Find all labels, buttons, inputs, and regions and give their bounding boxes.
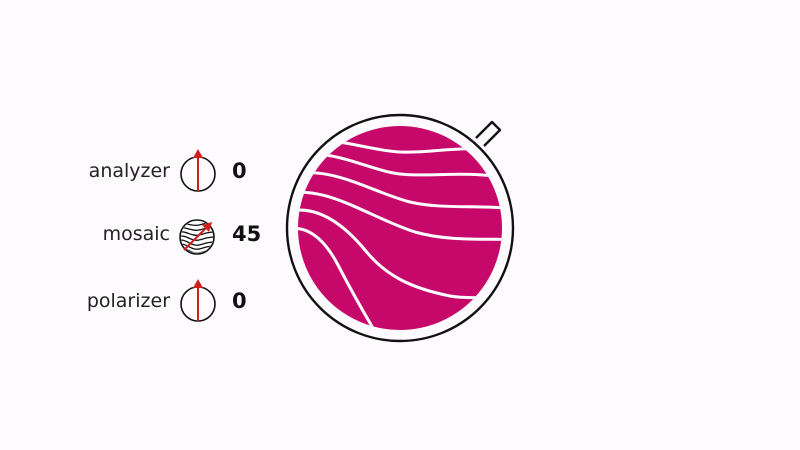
mosaic-value: 45 <box>232 222 262 246</box>
analyzer-value: 0 <box>232 159 247 183</box>
polarizer-disc-icon[interactable] <box>175 276 221 326</box>
polarizer-value: 0 <box>232 289 247 313</box>
mosaic-row: mosaic 45 <box>0 204 300 264</box>
lens-handle <box>475 120 502 147</box>
polarizer-label: polarizer <box>86 290 170 312</box>
analyzer-disc-icon[interactable] <box>175 146 221 196</box>
mosaic-viewer-lens <box>285 113 515 343</box>
mosaic-label: mosaic <box>102 223 170 245</box>
analyzer-label: analyzer <box>88 160 170 182</box>
polarizer-row: polarizer 0 <box>0 271 300 331</box>
analyzer-row: analyzer 0 <box>0 141 300 201</box>
mosaic-disc-icon[interactable] <box>175 209 221 259</box>
